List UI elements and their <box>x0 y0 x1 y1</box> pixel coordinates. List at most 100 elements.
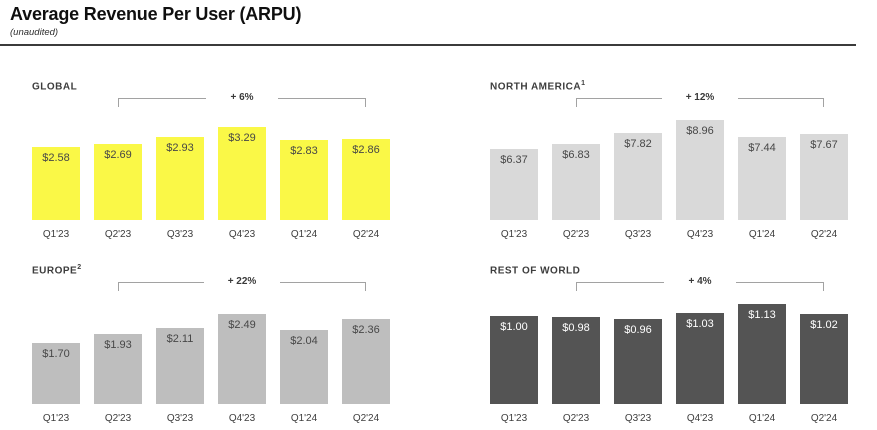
yoy-change-label: + 4% <box>688 276 712 287</box>
yoy-change-bracket: + 22% <box>118 277 367 291</box>
bar-value-label: $8.96 <box>686 125 714 137</box>
bar: $1.02 <box>800 314 848 404</box>
chart-panel-europe: EUROPE2 + 22% $1.70 $1.93 $2.11 $2.49 $2… <box>32 261 390 424</box>
bar-value-label: $0.96 <box>624 324 652 336</box>
x-axis-label: Q1'23 <box>500 413 528 424</box>
chart-title: NORTH AMERICA1 <box>490 77 848 93</box>
bar: $2.83 <box>280 140 328 220</box>
x-axis-label: Q2'24 <box>352 413 380 424</box>
bracket-right-line <box>280 282 366 283</box>
bracket-left-tick <box>118 98 119 107</box>
bar-value-label: $2.93 <box>166 142 194 154</box>
bar-value-label: $1.00 <box>500 321 528 333</box>
page-title: Average Revenue Per User (ARPU) <box>10 4 302 24</box>
bar: $2.93 <box>156 137 204 220</box>
x-axis-label: Q1'23 <box>42 229 70 240</box>
chart-panel-rest-of-world: REST OF WORLD + 4% $1.00 $0.98 $0.96 $1.… <box>490 261 848 424</box>
bracket-left-tick <box>576 282 577 291</box>
bar: $2.04 <box>280 330 328 404</box>
x-axis-label: Q2'23 <box>104 229 132 240</box>
x-axis-label: Q1'24 <box>290 229 318 240</box>
bar-value-label: $2.04 <box>290 335 318 347</box>
bar: $0.96 <box>614 319 662 404</box>
yoy-change-bracket: + 12% <box>576 93 825 107</box>
yoy-change-label: + 22% <box>227 276 257 287</box>
bracket-left-line <box>577 282 665 283</box>
bar: $2.58 <box>32 147 80 220</box>
bar: $7.82 <box>614 133 662 220</box>
bar-value-label: $2.36 <box>352 324 380 336</box>
x-axis: Q1'23 Q2'23 Q3'23 Q4'23 Q1'24 Q2'24 <box>490 229 848 240</box>
chart-title-text: GLOBAL <box>32 81 78 93</box>
x-axis-label: Q3'23 <box>624 229 652 240</box>
x-axis-label: Q2'24 <box>810 229 838 240</box>
chart-title: EUROPE2 <box>32 261 390 277</box>
bar-value-label: $1.70 <box>42 348 70 360</box>
bar: $8.96 <box>676 120 724 220</box>
bar: $1.03 <box>676 313 724 404</box>
bracket-left-line <box>119 282 204 283</box>
x-axis-label: Q2'23 <box>562 229 590 240</box>
bracket-left-line <box>577 98 662 99</box>
bar: $2.69 <box>94 144 142 220</box>
bar-group: $6.37 $6.83 $7.82 $8.96 $7.44 $7.67 <box>490 120 848 220</box>
bar-value-label: $2.11 <box>166 333 194 345</box>
bracket-right-tick <box>365 282 367 291</box>
bar: $2.36 <box>342 319 390 404</box>
bar-value-label: $1.03 <box>686 318 714 330</box>
bar-value-label: $1.02 <box>810 319 838 331</box>
x-axis-label: Q1'24 <box>290 413 318 424</box>
chart-title-text: EUROPE <box>32 265 78 277</box>
bar-value-label: $7.82 <box>624 138 652 150</box>
bar-value-label: $2.86 <box>352 144 380 156</box>
x-axis-label: Q4'23 <box>228 413 256 424</box>
yoy-change-bracket: + 4% <box>576 277 825 291</box>
x-axis-label: Q3'23 <box>166 229 194 240</box>
bar: $2.49 <box>218 314 266 404</box>
bar-value-label: $2.49 <box>228 319 256 331</box>
x-axis: Q1'23 Q2'23 Q3'23 Q4'23 Q1'24 Q2'24 <box>32 229 390 240</box>
x-axis-label: Q3'23 <box>624 413 652 424</box>
x-axis-label: Q4'23 <box>228 229 256 240</box>
bar-value-label: $3.29 <box>228 132 256 144</box>
yoy-change-label: + 6% <box>230 92 254 103</box>
bracket-right-tick <box>365 98 367 107</box>
x-axis-label: Q1'23 <box>500 229 528 240</box>
x-axis-label: Q2'24 <box>810 413 838 424</box>
chart-title: REST OF WORLD <box>490 261 848 277</box>
page-subtitle: (unaudited) <box>10 27 59 38</box>
chart-title-text: NORTH AMERICA <box>490 81 582 93</box>
bar: $1.00 <box>490 316 538 404</box>
bracket-right-line <box>735 282 824 283</box>
yoy-change-label: + 12% <box>685 92 715 103</box>
chart-title: GLOBAL <box>32 77 390 93</box>
chart-title-text: REST OF WORLD <box>490 265 581 277</box>
x-axis-label: Q1'24 <box>748 413 776 424</box>
bar: $2.86 <box>342 139 390 220</box>
bar: $6.83 <box>552 144 600 220</box>
x-axis-label: Q1'24 <box>748 229 776 240</box>
bar-value-label: $2.58 <box>42 152 70 164</box>
bar: $0.98 <box>552 317 600 404</box>
x-axis-label: Q2'24 <box>352 229 380 240</box>
x-axis: Q1'23 Q2'23 Q3'23 Q4'23 Q1'24 Q2'24 <box>490 413 848 424</box>
bar-group: $1.70 $1.93 $2.11 $2.49 $2.04 $2.36 <box>32 304 390 404</box>
footnote-superscript: 1 <box>581 80 586 87</box>
bar-value-label: $7.44 <box>748 142 776 154</box>
bar: $7.67 <box>800 134 848 220</box>
bar: $2.11 <box>156 328 204 404</box>
bracket-left-tick <box>118 282 119 291</box>
bar: $3.29 <box>218 127 266 220</box>
bar-value-label: $2.69 <box>104 149 132 161</box>
bar: $7.44 <box>738 137 786 220</box>
bar-group: $2.58 $2.69 $2.93 $3.29 $2.83 $2.86 <box>32 120 390 220</box>
bracket-right-tick <box>823 282 825 291</box>
bracket-left-tick <box>576 98 577 107</box>
bar-value-label: $6.37 <box>500 154 528 166</box>
x-axis-label: Q2'23 <box>562 413 590 424</box>
bar-value-label: $1.93 <box>104 339 132 351</box>
x-axis-label: Q4'23 <box>686 413 714 424</box>
header-divider <box>0 44 856 46</box>
x-axis-label: Q2'23 <box>104 413 132 424</box>
bar-value-label: $1.13 <box>748 309 776 321</box>
